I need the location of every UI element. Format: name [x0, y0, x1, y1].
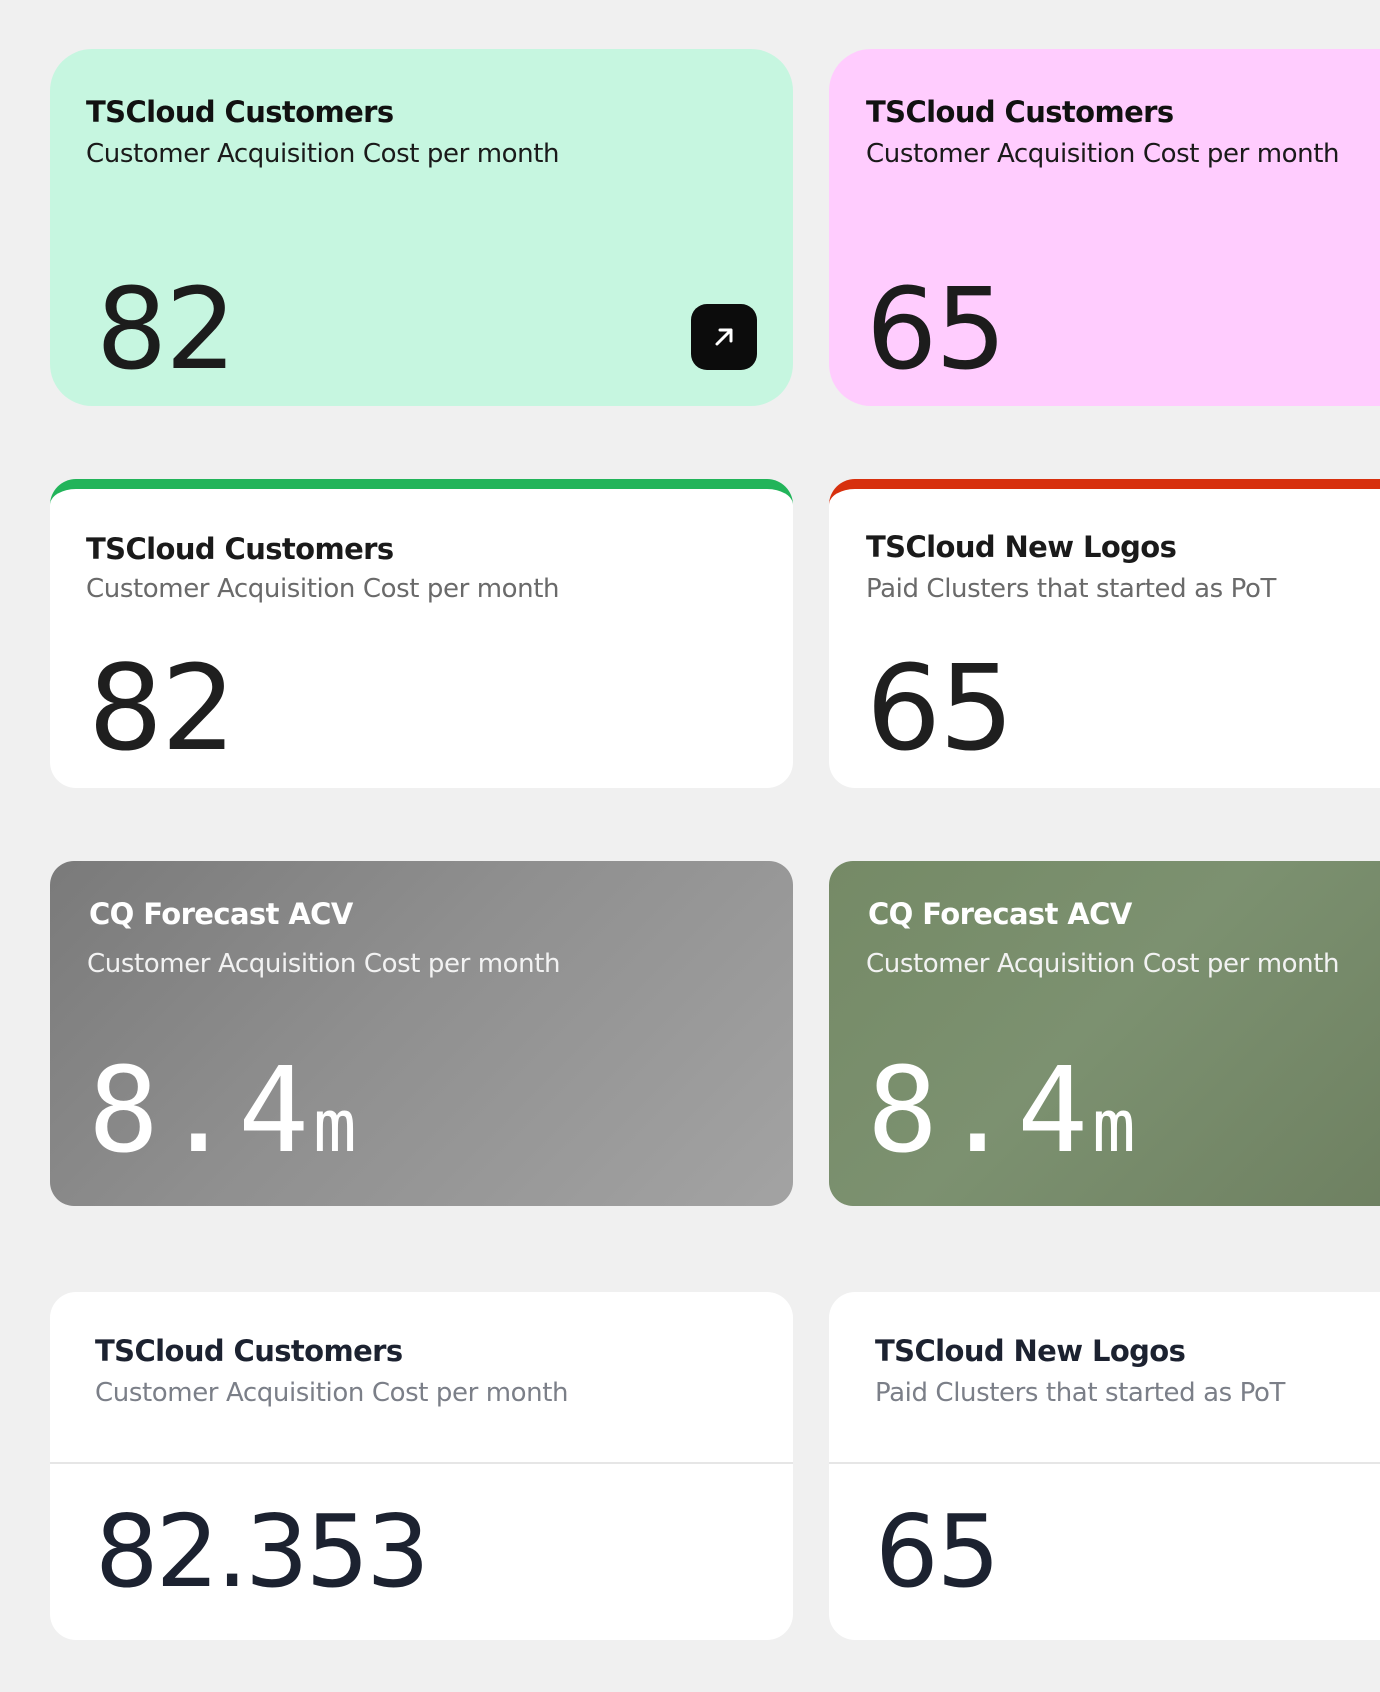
card-value: 8.4m	[867, 1051, 1136, 1169]
card-title: TSCloud Customers	[86, 532, 394, 566]
metric-card-tscloud-customers-mint[interactable]: TSCloud Customers Customer Acquisition C…	[50, 49, 793, 406]
metric-card-cq-forecast-acv-grey[interactable]: CQ Forecast ACV Customer Acquisition Cos…	[50, 861, 793, 1206]
card-value: 65	[875, 1493, 1000, 1610]
card-title: TSCloud Customers	[866, 95, 1174, 129]
card-value: 82	[88, 639, 236, 777]
card-value: 65	[866, 265, 1007, 395]
card-divider	[829, 1462, 1380, 1464]
metric-card-cq-forecast-acv-olive[interactable]: CQ Forecast ACV Customer Acquisition Cos…	[829, 861, 1380, 1206]
metric-card-tscloud-customers-green-accent[interactable]: TSCloud Customers Customer Acquisition C…	[50, 479, 793, 788]
card-divider	[50, 1462, 793, 1464]
card-title: TSCloud Customers	[95, 1334, 403, 1368]
card-subtitle: Customer Acquisition Cost per month	[87, 949, 561, 979]
card-title: TSCloud New Logos	[866, 530, 1177, 564]
card-value: 82	[96, 265, 237, 395]
card-value: 65	[866, 639, 1014, 777]
card-subtitle: Customer Acquisition Cost per month	[866, 139, 1340, 169]
card-title: TSCloud Customers	[86, 95, 394, 129]
card-subtitle: Customer Acquisition Cost per month	[866, 949, 1340, 979]
metric-card-tscloud-new-logos-divided[interactable]: TSCloud New Logos Paid Clusters that sta…	[829, 1292, 1380, 1640]
card-value: 8.4m	[88, 1051, 357, 1169]
card-value: 82.353	[95, 1493, 430, 1610]
card-title: CQ Forecast ACV	[89, 897, 353, 931]
card-value-unit: m	[313, 1084, 357, 1168]
metric-card-tscloud-customers-divided[interactable]: TSCloud Customers Customer Acquisition C…	[50, 1292, 793, 1640]
card-subtitle: Customer Acquisition Cost per month	[86, 574, 560, 604]
card-value-number: 8.4	[867, 1041, 1093, 1179]
card-title: CQ Forecast ACV	[868, 897, 1132, 931]
metric-card-tscloud-new-logos-red-accent[interactable]: TSCloud New Logos Paid Clusters that sta…	[829, 479, 1380, 788]
arrow-up-right-icon	[715, 328, 733, 346]
card-subtitle: Customer Acquisition Cost per month	[95, 1378, 569, 1408]
card-value-unit: m	[1092, 1084, 1136, 1168]
card-subtitle: Customer Acquisition Cost per month	[86, 139, 560, 169]
card-subtitle: Paid Clusters that started as PoT	[866, 574, 1276, 604]
open-details-button[interactable]	[691, 304, 757, 370]
card-value-number: 8.4	[88, 1041, 314, 1179]
card-title: TSCloud New Logos	[875, 1334, 1186, 1368]
card-subtitle: Paid Clusters that started as PoT	[875, 1378, 1285, 1408]
metric-card-tscloud-customers-pink[interactable]: TSCloud Customers Customer Acquisition C…	[829, 49, 1380, 406]
